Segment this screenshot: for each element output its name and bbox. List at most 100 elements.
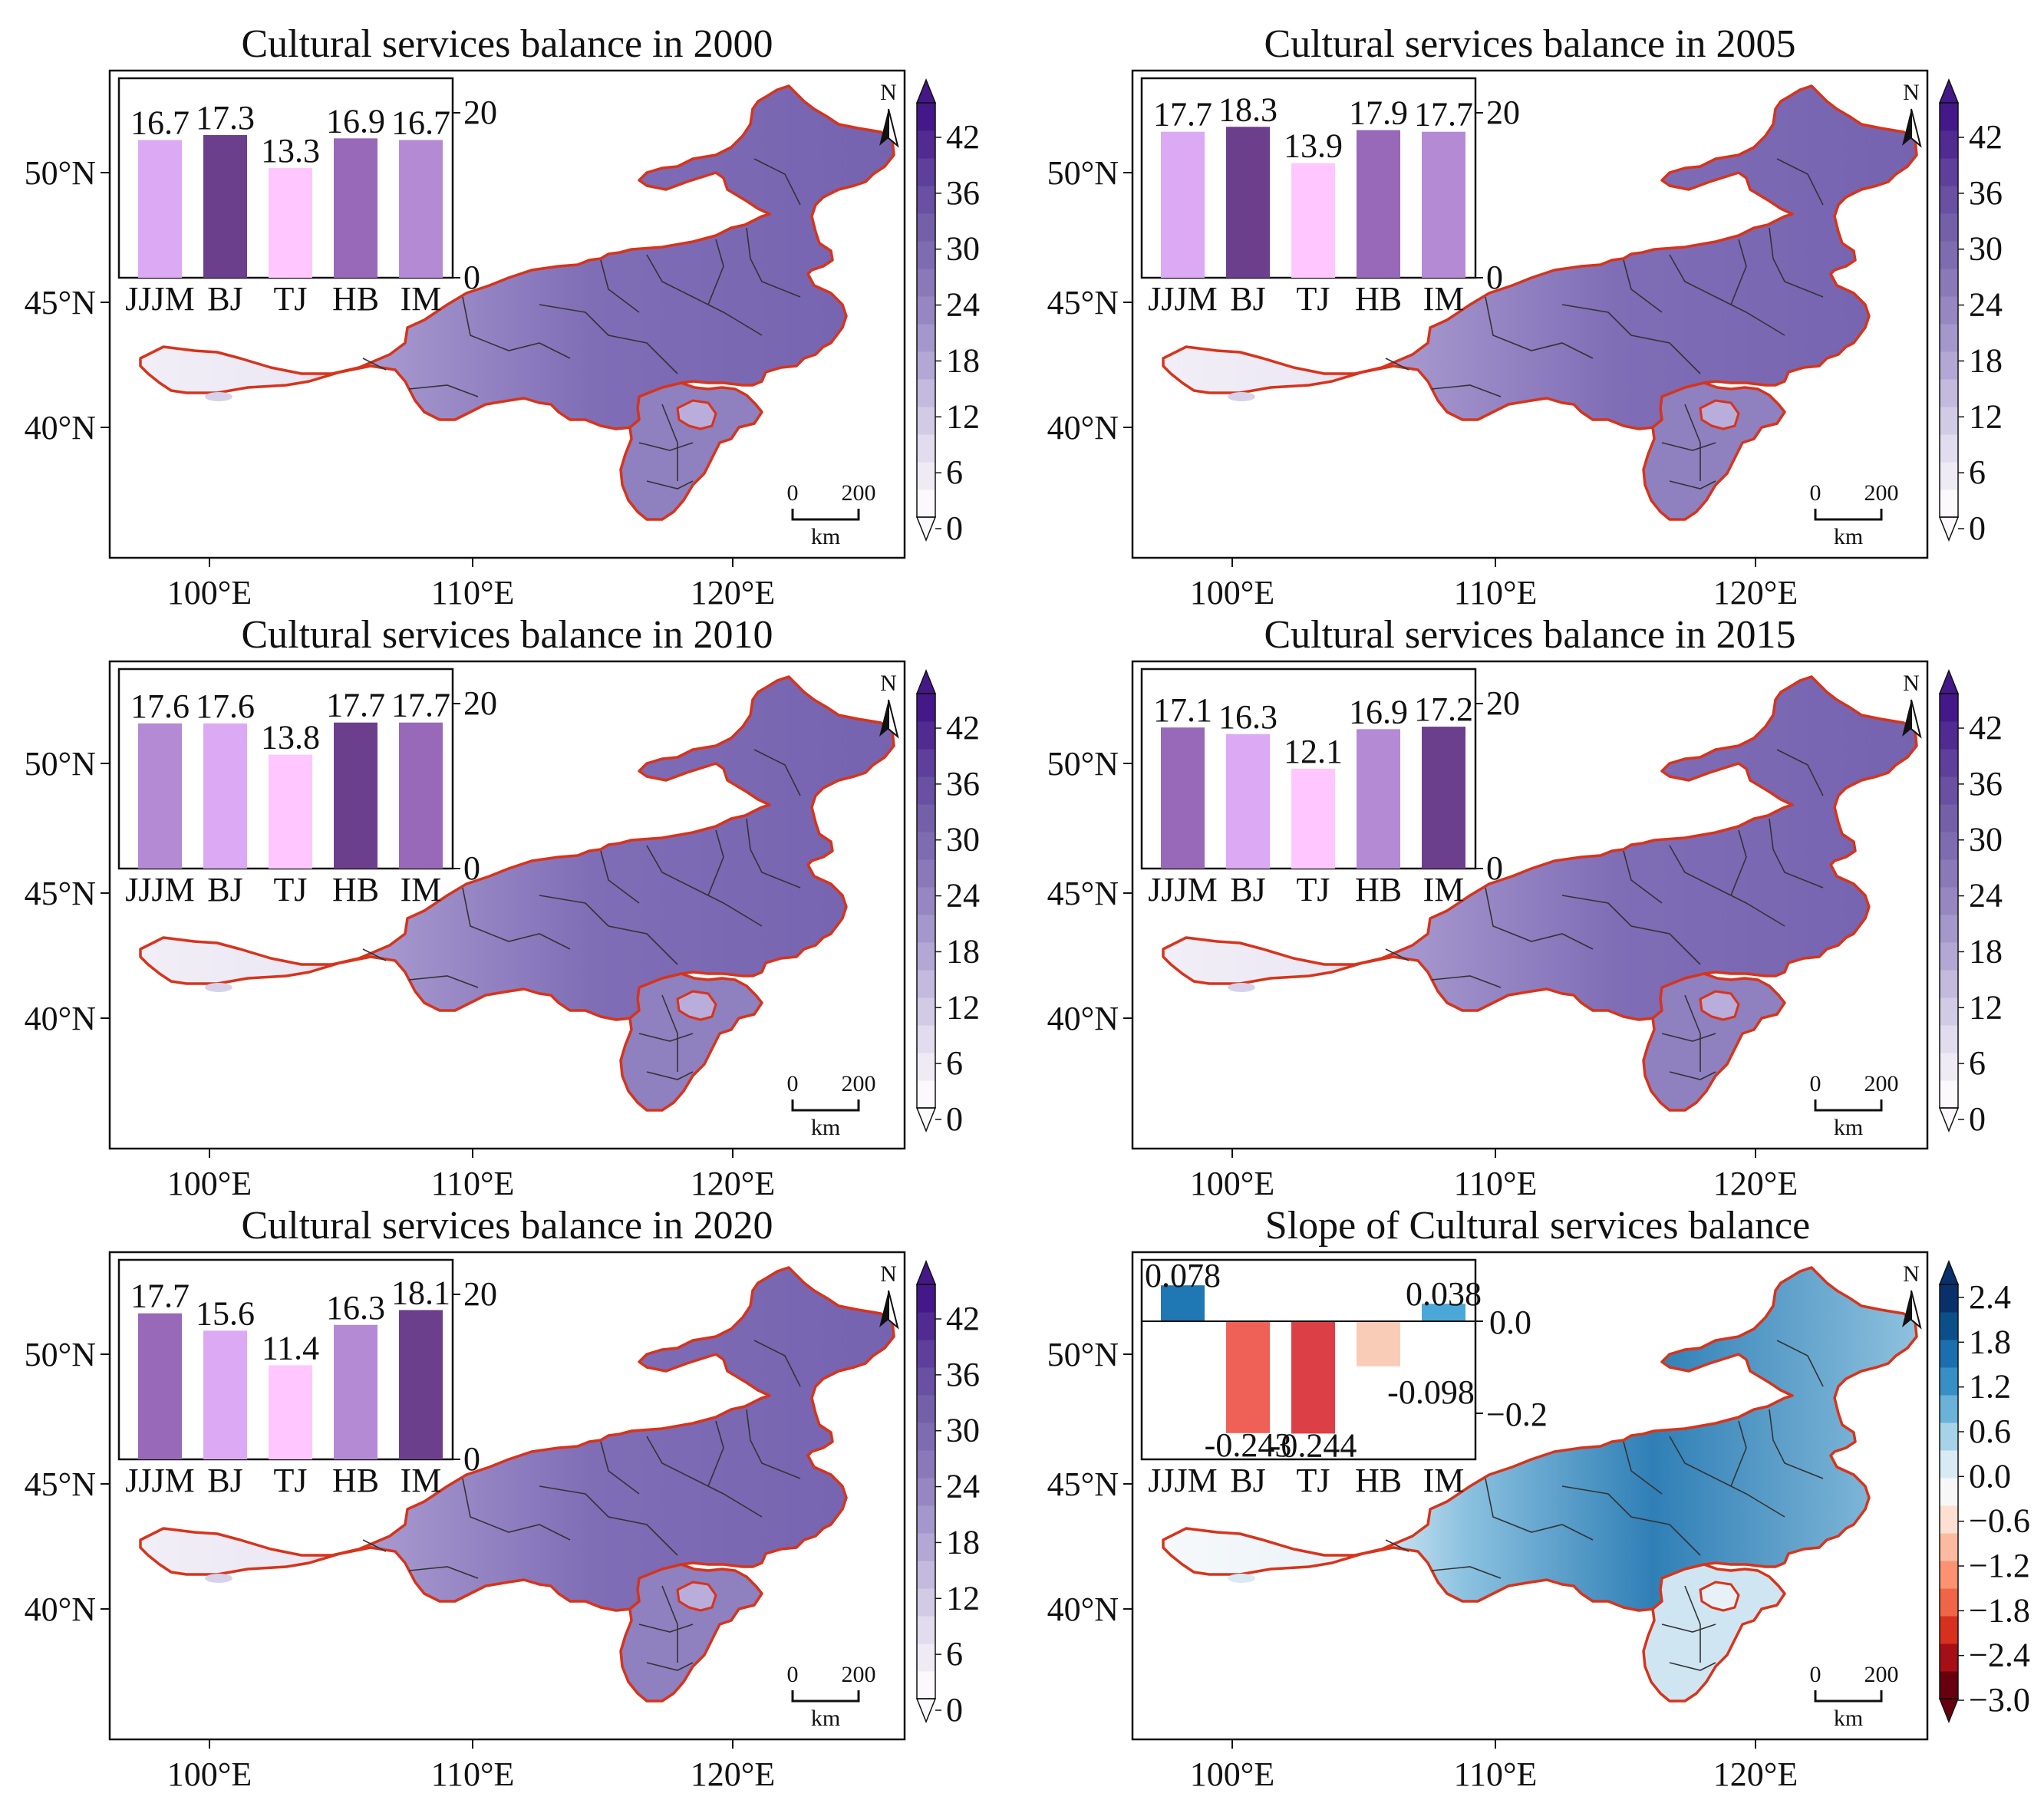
colorbar-segment bbox=[917, 434, 935, 463]
scale-start: 0 bbox=[787, 480, 799, 506]
colorbar-min-extend bbox=[1938, 1698, 1960, 1724]
colorbar-tick-label: 18 bbox=[1969, 341, 2003, 379]
bar-jjjm bbox=[1161, 131, 1205, 278]
colorbar-segment bbox=[917, 103, 935, 131]
city-boundary bbox=[1661, 1033, 1716, 1042]
bar-hb bbox=[334, 722, 377, 869]
colorbar-segment bbox=[1940, 997, 1958, 1026]
city-boundary bbox=[1776, 158, 1824, 206]
region-inner-mongolia bbox=[1162, 1266, 1918, 1612]
colorbar-segment bbox=[1940, 832, 1958, 860]
colorbar-segment bbox=[917, 694, 935, 722]
colorbar-tick-label: 42 bbox=[946, 118, 980, 156]
bar-bj bbox=[203, 1330, 247, 1459]
scale-start: 0 bbox=[1810, 1662, 1821, 1687]
y-tick-label: 50°N bbox=[25, 1336, 96, 1373]
north-arrow-icon bbox=[879, 108, 899, 148]
city-boundary bbox=[462, 296, 571, 359]
bar-value-label: 16.9 bbox=[326, 102, 385, 140]
colorbar-segment bbox=[917, 296, 935, 325]
bar-value-label: 0.078 bbox=[1145, 1257, 1221, 1294]
north-arrow-icon bbox=[1902, 699, 1922, 739]
north-arrow-left bbox=[1902, 109, 1911, 146]
colorbar-tick-label: 36 bbox=[946, 1356, 980, 1393]
city-boundary bbox=[646, 845, 763, 927]
scale-end: 200 bbox=[1864, 480, 1899, 506]
colorbar-segment bbox=[917, 1588, 935, 1617]
bar-value-label: 16.7 bbox=[391, 104, 450, 141]
city-boundary bbox=[1769, 818, 1824, 888]
colorbar-segment bbox=[1940, 296, 1958, 325]
city-boundary bbox=[362, 358, 387, 371]
bar-jjjm bbox=[138, 1313, 182, 1459]
north-arrow-icon bbox=[1902, 108, 1922, 148]
colorbar-max-extend bbox=[915, 1259, 937, 1285]
city-boundary bbox=[462, 887, 571, 950]
scale-end: 200 bbox=[842, 1071, 876, 1096]
colorbar-tick-label: 6 bbox=[946, 453, 963, 491]
bar-value-label: 16.3 bbox=[326, 1289, 385, 1327]
colorbar-tick-label: 0.0 bbox=[1969, 1457, 2011, 1495]
bar-value-label: 16.7 bbox=[130, 104, 190, 141]
inset-tick-label: 20 bbox=[1486, 684, 1520, 722]
inset-category-label: JJJM bbox=[1148, 871, 1218, 908]
y-tick-label: 50°N bbox=[1047, 154, 1119, 192]
colorbar-tick-label: 6 bbox=[1969, 1044, 1986, 1082]
map-panel-6: Slope of Cultural services balance 100°E 1… bbox=[1047, 1204, 2030, 1793]
lake bbox=[205, 983, 232, 992]
bar-im bbox=[1422, 131, 1465, 278]
city-boundary bbox=[638, 1033, 694, 1042]
colorbar-tick-label: 30 bbox=[1969, 230, 2003, 268]
inner-boundaries bbox=[1385, 749, 1824, 1080]
bar-value-label: 17.1 bbox=[1153, 691, 1212, 729]
inset-tick-label: 0.0 bbox=[1489, 1304, 1531, 1341]
colorbar-segment bbox=[1940, 942, 1958, 971]
colorbar-tick-label: 6 bbox=[946, 1044, 963, 1082]
city-boundary bbox=[1669, 1662, 1716, 1671]
colorbar-max-extend bbox=[1938, 1259, 1960, 1285]
city-boundary bbox=[1561, 895, 1701, 965]
x-tick-label: 100°E bbox=[167, 574, 252, 612]
colorbar-segment bbox=[917, 351, 935, 380]
city-boundary bbox=[753, 158, 801, 206]
colorbar-segment bbox=[1940, 269, 1958, 297]
city-boundary bbox=[1431, 1566, 1502, 1579]
colorbar-tick-label: 30 bbox=[946, 821, 980, 859]
inset-category-label: IM bbox=[1423, 1462, 1465, 1499]
inset-category-label: IM bbox=[1423, 871, 1465, 908]
inset-category-label: HB bbox=[1355, 871, 1402, 908]
scale-end: 200 bbox=[1864, 1662, 1899, 1687]
bar-bj bbox=[203, 135, 247, 278]
city-boundary bbox=[1669, 254, 1785, 336]
city-boundary bbox=[1669, 1436, 1785, 1518]
inset-tick-label: 0 bbox=[463, 259, 480, 296]
x-tick-label: 120°E bbox=[691, 1755, 775, 1793]
city-boundary bbox=[1669, 1071, 1716, 1080]
inset-category-label: JJJM bbox=[125, 871, 195, 908]
x-tick-label: 110°E bbox=[431, 574, 515, 612]
inset-category-label: HB bbox=[332, 871, 379, 908]
bar-tj bbox=[269, 754, 312, 869]
scale-unit: km bbox=[1834, 1706, 1863, 1731]
city-boundary bbox=[661, 994, 678, 1072]
scale-unit: km bbox=[811, 524, 840, 549]
city-boundary bbox=[1730, 1420, 1747, 1487]
colorbar-segment bbox=[1940, 1505, 1958, 1534]
lake bbox=[205, 392, 232, 401]
colorbar-tick-label: 30 bbox=[1969, 821, 2003, 859]
colorbar-segment bbox=[917, 1671, 935, 1699]
bar-jjjm bbox=[138, 723, 182, 869]
panel-title: Cultural services balance in 2005 bbox=[1264, 22, 1795, 66]
north-arrow-right bbox=[888, 1290, 899, 1330]
bar-value-label: 11.4 bbox=[262, 1329, 319, 1366]
city-boundary bbox=[646, 480, 694, 490]
x-tick-label: 100°E bbox=[167, 1755, 252, 1793]
city-boundary bbox=[1730, 239, 1747, 305]
colorbar-min-extend bbox=[915, 1698, 937, 1724]
y-tick-label: 40°N bbox=[25, 409, 96, 447]
colorbar-segment bbox=[917, 1643, 935, 1672]
colorbar-tick-label: 36 bbox=[1969, 174, 2003, 212]
bar-hb bbox=[1357, 130, 1400, 278]
bar-value-label: 17.6 bbox=[130, 687, 190, 725]
colorbar-tick-label: −2.4 bbox=[1969, 1637, 2030, 1674]
